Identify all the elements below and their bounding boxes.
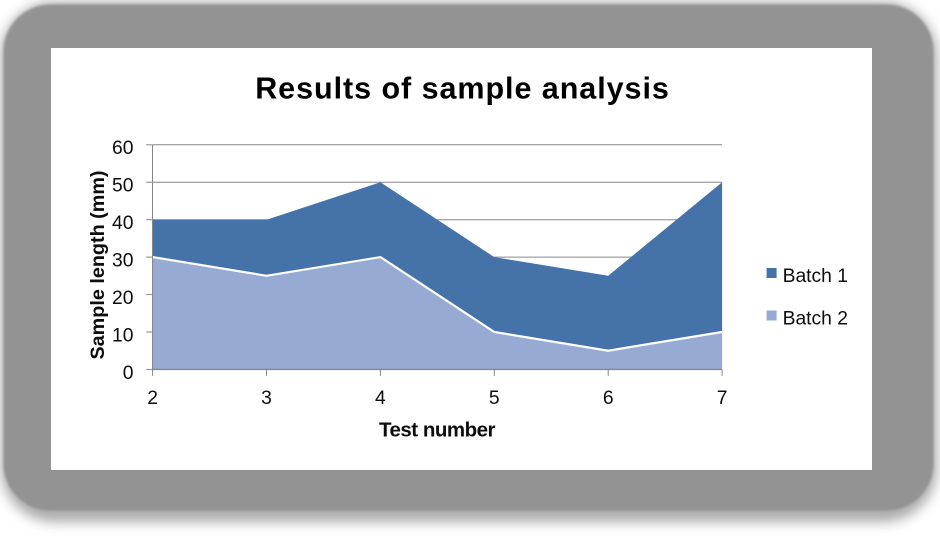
svg-text:Results of sample analysis: Results of sample analysis xyxy=(255,72,670,106)
svg-text:3: 3 xyxy=(261,388,272,409)
svg-text:60: 60 xyxy=(112,138,133,159)
svg-text:Batch 2: Batch 2 xyxy=(783,308,848,329)
svg-text:4: 4 xyxy=(375,388,386,409)
svg-text:6: 6 xyxy=(603,388,614,409)
svg-text:Sample length (mm): Sample length (mm) xyxy=(87,170,109,359)
svg-text:7: 7 xyxy=(717,388,728,409)
svg-text:20: 20 xyxy=(112,288,133,309)
svg-text:40: 40 xyxy=(112,213,133,234)
svg-text:5: 5 xyxy=(489,388,500,409)
svg-text:Batch 1: Batch 1 xyxy=(783,266,848,287)
svg-text:2: 2 xyxy=(147,388,158,409)
svg-text:50: 50 xyxy=(112,176,133,197)
svg-text:0: 0 xyxy=(123,363,134,384)
svg-text:10: 10 xyxy=(112,325,133,346)
svg-text:Test number: Test number xyxy=(379,419,496,442)
svg-text:30: 30 xyxy=(112,251,133,272)
